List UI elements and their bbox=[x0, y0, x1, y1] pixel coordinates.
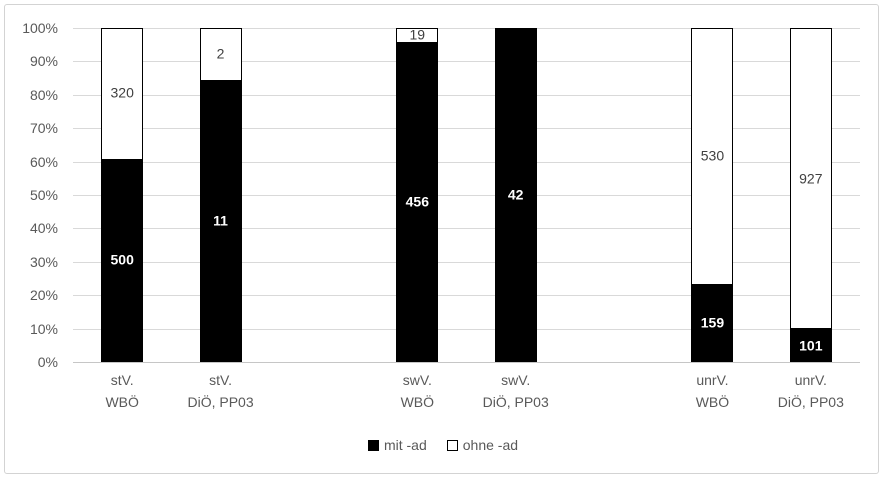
bar-value-ohne-ad: 19 bbox=[409, 26, 426, 43]
y-tick-label: 80% bbox=[29, 86, 58, 103]
x-category-label: swV. DiÖ, PP03 bbox=[457, 369, 575, 413]
legend: mit -ad ohne -ad bbox=[0, 437, 886, 453]
y-tick-label: 70% bbox=[29, 120, 58, 137]
bar-swv-3 bbox=[494, 28, 537, 362]
gridline bbox=[73, 295, 860, 297]
x-category-line1: swV. bbox=[501, 372, 531, 388]
legend-item-mit-ad: mit -ad bbox=[367, 437, 427, 453]
gridline bbox=[73, 328, 860, 330]
bar-value-mit-ad: 456 bbox=[405, 193, 429, 210]
bar-value-ohne-ad: 530 bbox=[700, 147, 725, 164]
x-axis-line bbox=[73, 362, 860, 363]
x-category-line1: stV. bbox=[209, 372, 232, 388]
legend-swatch-icon bbox=[367, 439, 379, 451]
gridline bbox=[73, 195, 860, 196]
x-category-line1: stV. bbox=[110, 372, 134, 388]
gridline bbox=[73, 94, 860, 96]
bar-segment-mit-ad bbox=[102, 158, 143, 361]
x-category-line2: WBÖ bbox=[105, 394, 139, 410]
gridline bbox=[73, 261, 860, 263]
bar-value-ohne-ad: 320 bbox=[110, 84, 134, 101]
bar-unrv-5 bbox=[789, 28, 832, 362]
bar-stv-0 bbox=[101, 28, 144, 362]
legend-item-ohne-ad: ohne -ad bbox=[446, 437, 519, 453]
bar-swv-2 bbox=[396, 28, 439, 362]
gridline bbox=[73, 161, 860, 163]
x-category-line2: WBÖ bbox=[400, 394, 435, 410]
bar-segment-mit-ad bbox=[200, 80, 241, 361]
gridline bbox=[73, 128, 860, 130]
x-category-label: unrV. WBÖ bbox=[653, 369, 771, 413]
x-category-label: swV. WBÖ bbox=[358, 369, 476, 413]
gridline bbox=[73, 61, 860, 63]
bar-segment-mit-ad bbox=[495, 29, 536, 361]
x-category-line1: swV. bbox=[402, 372, 432, 388]
x-category-label: unrV. DiÖ, PP03 bbox=[752, 369, 870, 413]
bar-value-mit-ad: 101 bbox=[799, 337, 823, 354]
bar-value-mit-ad: 500 bbox=[110, 251, 134, 268]
y-tick-label: 40% bbox=[29, 220, 58, 237]
gridline bbox=[73, 28, 860, 29]
y-tick-label: 60% bbox=[29, 153, 58, 170]
x-category-line1: unrV. bbox=[696, 372, 729, 388]
y-tick-label: 0% bbox=[37, 354, 58, 370]
bar-value-ohne-ad: 2 bbox=[216, 45, 225, 62]
bar-value-mit-ad: 42 bbox=[507, 186, 524, 203]
bar-value-mit-ad: 159 bbox=[700, 314, 725, 331]
y-tick-label: 100% bbox=[22, 20, 58, 36]
plot-area: 500 320 11 2 456 19 42 159 530 101 927 bbox=[73, 26, 860, 363]
bar-segment-mit-ad bbox=[692, 284, 733, 361]
x-category-label: stV. WBÖ bbox=[63, 369, 181, 413]
x-category-label: stV. DiÖ, PP03 bbox=[161, 369, 279, 413]
legend-label: ohne -ad bbox=[462, 437, 519, 453]
bar-segment-mit-ad bbox=[397, 42, 438, 361]
bar-value-ohne-ad: 927 bbox=[799, 170, 823, 187]
x-category-line1: unrV. bbox=[794, 372, 827, 388]
gridline bbox=[73, 228, 860, 230]
x-category-line2: DiÖ, PP03 bbox=[777, 394, 844, 410]
y-tick-label: 50% bbox=[29, 187, 58, 203]
bar-stv-1 bbox=[199, 28, 242, 362]
x-category-line2: DiÖ, PP03 bbox=[482, 394, 549, 410]
bar-unrv-4 bbox=[691, 28, 734, 362]
y-tick-label: 30% bbox=[29, 253, 58, 270]
bar-segment-mit-ad bbox=[790, 328, 831, 361]
bar-value-mit-ad: 11 bbox=[213, 212, 228, 229]
y-tick-label: 90% bbox=[29, 53, 58, 70]
x-category-line2: WBÖ bbox=[695, 394, 730, 410]
y-tick-label: 10% bbox=[29, 320, 58, 337]
legend-swatch-icon bbox=[446, 439, 458, 451]
y-tick-label: 20% bbox=[29, 287, 58, 304]
legend-label: mit -ad bbox=[383, 437, 427, 453]
x-category-line2: DiÖ, PP03 bbox=[187, 394, 254, 410]
